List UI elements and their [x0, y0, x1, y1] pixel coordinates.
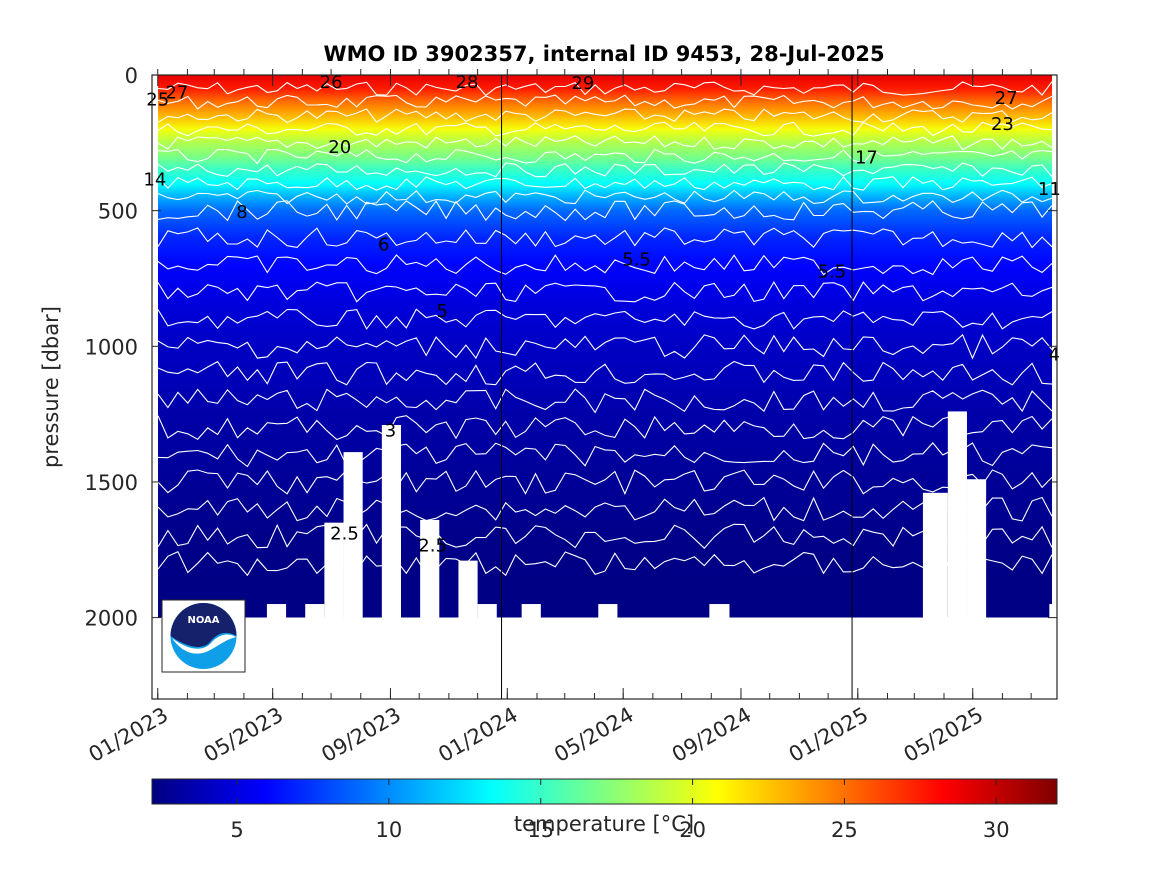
- contour-label: 5.5: [622, 249, 651, 270]
- isotherm-line: [157, 388, 1053, 414]
- colorbar-bar: [151, 778, 1058, 805]
- contour-label: 28: [456, 72, 479, 93]
- isotherm-line: [157, 523, 1053, 549]
- colorbar-tick-label: 25: [831, 818, 858, 842]
- colorbar-ticks: 5 10 15 20 25 30: [230, 779, 1010, 842]
- data-gaps: [152, 411, 1057, 699]
- chart-title: WMO ID 3902357, internal ID 9453, 28-Jul…: [323, 42, 884, 66]
- contour-label: 14: [143, 169, 166, 190]
- isotherm-line: [157, 135, 1053, 151]
- isotherm-line: [157, 81, 1053, 97]
- contour-label: 3: [385, 420, 396, 441]
- colorbar: 5 10 15 20 25 30 temperature [°C]: [151, 778, 1058, 842]
- y-axis: 0 500 1000 1500 2000: [85, 64, 1057, 631]
- plot-area: [152, 75, 1057, 699]
- isotherm-line: [157, 333, 1053, 360]
- isotherm-line: [157, 442, 1053, 468]
- y-tick-label: 500: [98, 200, 138, 224]
- contour-label: 5: [436, 301, 447, 322]
- isotherm-line: [157, 189, 1053, 205]
- isotherm-line: [157, 94, 1053, 110]
- y-tick-label: 1000: [85, 335, 138, 359]
- contour-label: 26: [320, 72, 343, 93]
- colorbar-tick-label: 20: [679, 818, 706, 842]
- contour-label: 6: [378, 235, 389, 256]
- y-tick-label: 2000: [85, 607, 138, 631]
- isotherm-line: [157, 415, 1053, 441]
- colorbar-tick-label: 10: [376, 818, 403, 842]
- noaa-logo: NOAA: [161, 599, 246, 673]
- colorbar-tick-label: 5: [230, 818, 243, 842]
- no-data-region: [152, 617, 1057, 699]
- isotherm-line: [157, 308, 1053, 330]
- isotherm-line: [157, 254, 1053, 276]
- x-tick-label: 05/2024: [550, 703, 638, 767]
- x-tick-label: 09/2024: [668, 703, 756, 767]
- isotherm-line: [157, 469, 1053, 496]
- isotherm-line: [157, 281, 1053, 303]
- isotherm-line: [157, 121, 1053, 137]
- x-tick-label: 01/2023: [85, 703, 173, 767]
- isotherm-line: [157, 200, 1053, 222]
- contour-label: 4: [1048, 344, 1059, 365]
- colorbar-label: temperature [°C]: [514, 812, 694, 836]
- isotherm-line: [157, 496, 1053, 522]
- contour-label: 23: [991, 114, 1014, 135]
- isotherm-line: [157, 550, 1053, 577]
- isotherm-line: [157, 360, 1053, 386]
- x-tick-label: 05/2025: [900, 703, 988, 767]
- colorbar-tick-label: 30: [983, 818, 1010, 842]
- axes-frame: [151, 74, 1058, 700]
- contour-label: 2.5: [418, 536, 447, 557]
- contour-label: 27: [165, 83, 188, 104]
- colorbar-tick-label: 15: [527, 818, 554, 842]
- contour-label: 27: [995, 88, 1018, 109]
- year-boundaries: [501, 75, 853, 699]
- contour-label: 29: [571, 73, 594, 94]
- isotherm-contours: [157, 81, 1053, 577]
- contour-label: 17: [855, 148, 878, 169]
- contour-label: 8: [236, 202, 247, 223]
- temperature-field: [158, 75, 1052, 618]
- y-axis-label: pressure [dbar]: [39, 306, 63, 468]
- isotherm-line: [157, 162, 1053, 178]
- contour-label: 5.5: [818, 262, 847, 283]
- contour-label: 11: [1038, 179, 1061, 200]
- isotherm-line: [157, 108, 1053, 124]
- x-tick-label: 01/2024: [434, 703, 522, 767]
- contour-label: 2.5: [330, 524, 359, 545]
- x-tick-label: 09/2023: [317, 703, 405, 767]
- noaa-logo-text: NOAA: [187, 615, 219, 626]
- contour-label: 20: [328, 137, 351, 158]
- isotherm-line: [157, 176, 1053, 191]
- x-tick-label: 05/2023: [200, 703, 288, 767]
- isotherm-line: [157, 148, 1053, 165]
- y-tick-label: 1500: [85, 471, 138, 495]
- y-tick-label: 0: [125, 64, 138, 88]
- isotherm-line: [157, 227, 1053, 249]
- x-tick-label: 01/2025: [785, 703, 873, 767]
